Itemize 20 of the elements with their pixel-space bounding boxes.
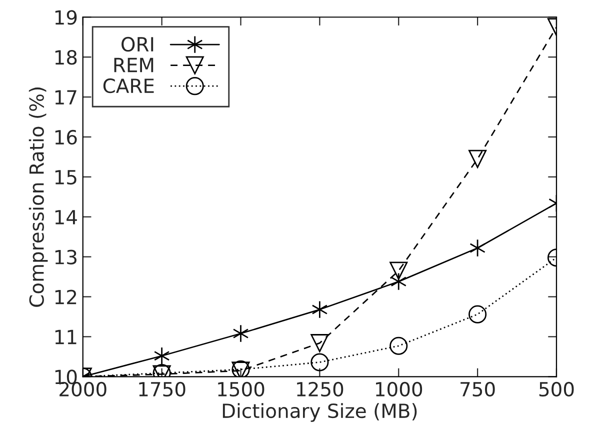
- x-tick-label: 1000: [376, 382, 422, 397]
- x-axis-title: Dictionary Size (MB): [222, 403, 417, 422]
- y-tick-label: 15: [55, 170, 76, 185]
- legend-label: REM: [114, 58, 154, 72]
- y-tick-label: 12: [55, 290, 76, 304]
- y-axis-title: Compression Ratio (%): [28, 88, 48, 307]
- y-tick-label: 16: [55, 130, 77, 145]
- y-tick-label: 13: [55, 250, 76, 264]
- x-tick-label: 1500: [218, 382, 264, 397]
- y-tick-label: 14: [55, 210, 77, 224]
- x-tick-label: 1250: [297, 382, 344, 397]
- x-tick-label: 750: [460, 382, 495, 397]
- x-tick-label: 1750: [139, 382, 186, 397]
- legend-label: CARE: [103, 78, 154, 94]
- y-tick-label: 18: [55, 50, 77, 65]
- y-tick-label: 11: [55, 330, 76, 344]
- y-tick-label: 19: [55, 10, 77, 25]
- y-tick-label: 17: [55, 90, 76, 104]
- x-tick-label: 500: [539, 382, 574, 397]
- legend-label: ORI: [122, 36, 154, 52]
